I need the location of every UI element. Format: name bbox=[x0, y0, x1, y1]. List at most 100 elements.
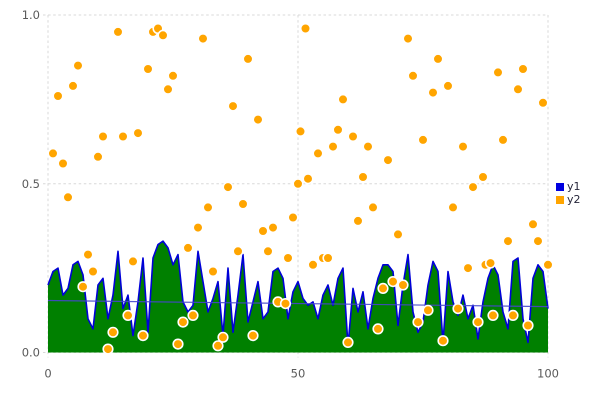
y2-point bbox=[332, 124, 344, 136]
y2-point bbox=[422, 304, 434, 316]
y2-point bbox=[52, 90, 64, 102]
y2-point bbox=[62, 191, 74, 203]
y2-point bbox=[227, 100, 239, 112]
y2-point bbox=[532, 235, 544, 247]
y2-point bbox=[217, 331, 229, 343]
y2-point bbox=[242, 53, 254, 65]
y2-point bbox=[542, 259, 554, 271]
y2-point bbox=[132, 127, 144, 139]
y2-point bbox=[102, 343, 114, 355]
y2-point bbox=[512, 83, 524, 95]
y2-point bbox=[467, 181, 479, 193]
y2-point bbox=[307, 259, 319, 271]
y2-point bbox=[407, 70, 419, 82]
y2-point bbox=[294, 125, 307, 137]
y2-point bbox=[477, 171, 489, 183]
y2-point bbox=[442, 80, 454, 92]
y2-point bbox=[127, 255, 139, 268]
y2-point bbox=[257, 225, 269, 237]
y2-point bbox=[517, 63, 529, 75]
y2-point bbox=[222, 181, 234, 193]
y2-point bbox=[262, 245, 274, 257]
y2-point bbox=[207, 265, 219, 278]
y2-point bbox=[182, 242, 194, 254]
y2-point bbox=[137, 330, 149, 342]
y2-point bbox=[322, 252, 334, 264]
y2-point bbox=[87, 265, 99, 278]
y2-point bbox=[522, 319, 534, 332]
y2-point bbox=[472, 316, 484, 328]
y2-point bbox=[457, 141, 469, 153]
y1-line bbox=[47, 240, 549, 347]
y2-point bbox=[72, 59, 84, 72]
y2-point bbox=[372, 323, 384, 335]
y2-point bbox=[377, 282, 389, 295]
y2-point bbox=[337, 93, 349, 105]
x-tick-label-100: 100 bbox=[537, 367, 559, 381]
y2-point bbox=[172, 338, 184, 350]
y2-point bbox=[417, 134, 429, 146]
y2-point bbox=[107, 326, 119, 338]
y2-point bbox=[97, 130, 109, 143]
y2-point bbox=[282, 252, 294, 264]
y2-point bbox=[507, 309, 519, 322]
y-tick-label-0.5: 0.5 bbox=[22, 177, 40, 191]
y2-point bbox=[167, 70, 179, 82]
y2-point bbox=[347, 130, 359, 143]
y2-point bbox=[492, 66, 504, 78]
y2-point bbox=[57, 157, 69, 170]
y2-point bbox=[487, 309, 499, 322]
legend-label-y2: y2 bbox=[567, 193, 581, 206]
x-tick-label-50: 50 bbox=[291, 367, 306, 381]
y-tick-label-1.0: 1.0 bbox=[22, 8, 40, 22]
y2-point bbox=[267, 222, 279, 234]
y2-point bbox=[77, 281, 89, 293]
y2-point bbox=[202, 201, 214, 213]
y2-point bbox=[382, 154, 394, 166]
y-tick-label-0.0: 0.0 bbox=[22, 346, 40, 360]
y2-point bbox=[387, 276, 399, 288]
y2-point bbox=[187, 309, 199, 322]
y2-point bbox=[82, 249, 94, 261]
y2-point bbox=[537, 97, 549, 109]
y2-point bbox=[342, 336, 354, 349]
y2-point bbox=[352, 215, 364, 227]
y2-point bbox=[462, 262, 474, 274]
y2-point bbox=[117, 130, 129, 143]
y2-point bbox=[412, 316, 424, 328]
y2-point bbox=[392, 228, 404, 240]
y2-point bbox=[232, 245, 244, 257]
y2-scatter bbox=[47, 22, 554, 355]
y2-point bbox=[157, 29, 169, 41]
legend-label-y1: y1 bbox=[567, 180, 581, 193]
y2-point bbox=[212, 340, 224, 352]
y2-point bbox=[67, 80, 79, 92]
y2-point bbox=[484, 257, 497, 269]
y1-swatch-icon bbox=[556, 183, 564, 191]
y2-point bbox=[287, 211, 299, 224]
y2-point bbox=[92, 151, 104, 163]
y2-point bbox=[312, 147, 324, 159]
y2-point bbox=[327, 141, 339, 153]
y2-point bbox=[192, 222, 204, 234]
y2-point bbox=[162, 83, 174, 95]
x-tick-label-0: 0 bbox=[44, 367, 51, 381]
y2-point bbox=[432, 53, 444, 65]
y2-swatch-icon bbox=[556, 196, 564, 204]
y2-point bbox=[252, 113, 264, 126]
y2-point bbox=[437, 335, 449, 347]
y2-point bbox=[177, 316, 189, 328]
legend: y1 y2 bbox=[556, 181, 581, 206]
y2-point bbox=[122, 309, 134, 322]
y2-point bbox=[299, 22, 312, 35]
y2-point bbox=[502, 235, 514, 247]
y2-point bbox=[527, 218, 539, 230]
y2-point bbox=[367, 201, 379, 213]
y2-point bbox=[397, 279, 409, 291]
y2-point bbox=[279, 298, 292, 310]
y2-point bbox=[497, 134, 509, 146]
y2-point bbox=[197, 32, 209, 45]
y2-point bbox=[292, 178, 304, 190]
